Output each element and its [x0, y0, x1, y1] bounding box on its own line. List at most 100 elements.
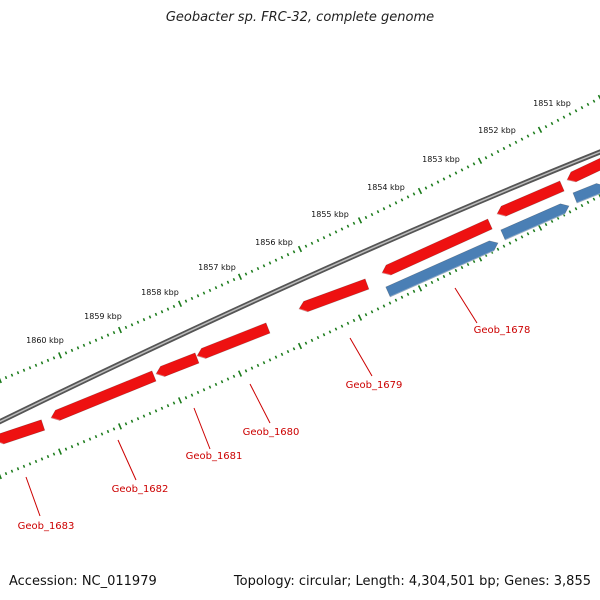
scale-label-2: 1852 kbp — [478, 126, 516, 135]
outer-ring-minor-tick — [496, 149, 500, 154]
outer-ring-major-tick — [58, 352, 62, 359]
outer-ring-minor-tick — [268, 261, 272, 265]
scale-label-4: 1854 kbp — [367, 183, 405, 192]
inner-ring-minor-tick — [172, 401, 176, 405]
gene-arrow-geob-1683[interactable] — [0, 419, 46, 445]
inner-ring-minor-tick — [208, 385, 212, 389]
outer-ring-minor-tick — [466, 165, 470, 169]
gene-arrow-segment-c[interactable] — [566, 157, 600, 183]
inner-ring-minor-tick — [76, 442, 80, 446]
outer-ring-minor-tick — [28, 366, 32, 370]
gene-arrow-segment-b[interactable] — [496, 180, 565, 218]
inner-ring-minor-tick — [346, 321, 350, 325]
outer-ring-minor-tick — [202, 291, 206, 295]
leader-line — [349, 337, 373, 377]
outer-ring-minor-tick — [148, 315, 152, 319]
inner-ring-major-tick — [357, 314, 363, 321]
gene-arrow-reverse-c[interactable] — [572, 183, 600, 204]
gene-arrow-geob-1682[interactable] — [50, 370, 157, 422]
inner-ring-minor-tick — [154, 409, 158, 413]
outer-ring-minor-tick — [340, 227, 344, 231]
outer-ring-minor-tick — [208, 288, 212, 292]
gene-arrow-segment-a[interactable] — [381, 218, 493, 276]
inner-ring-minor-tick — [16, 467, 20, 471]
scale-label-10: 1860 kbp — [26, 336, 64, 345]
inner-ring-minor-tick — [454, 268, 458, 273]
gene-arrow-geob-1680[interactable] — [196, 322, 271, 360]
gene-arrows[interactable] — [0, 157, 600, 445]
outer-ring-minor-tick — [556, 118, 560, 122]
inner-ring-minor-tick — [28, 462, 32, 466]
outer-ring-major-tick — [417, 187, 423, 195]
outer-ring-minor-tick — [394, 201, 398, 205]
leader-line — [454, 287, 478, 324]
inner-ring-minor-tick — [430, 280, 434, 285]
inner-ring-minor-tick — [526, 232, 530, 236]
outer-ring-minor-tick — [514, 140, 518, 144]
inner-ring-minor-tick — [232, 374, 236, 378]
inner-ring-minor-tick — [376, 307, 380, 311]
inner-ring-minor-tick — [370, 310, 374, 314]
scale-labels: 1851 kbp 1852 kbp 1853 kbp 1854 kbp 1855 kbp… — [26, 99, 571, 345]
inner-ring-minor-tick — [52, 452, 56, 456]
gene-arrow-geob-1679[interactable] — [298, 278, 370, 313]
gene-label: Geob_1678 — [474, 325, 531, 336]
inner-ring-minor-tick — [382, 304, 386, 308]
outer-ring-major-tick — [357, 217, 363, 224]
inner-ring-minor-tick — [64, 447, 68, 451]
inner-ring-minor-tick — [424, 283, 428, 288]
inner-ring-minor-tick — [124, 422, 128, 426]
gene-arrow-geob-1681[interactable] — [155, 352, 200, 378]
outer-ring-minor-tick — [172, 304, 176, 309]
gene-label: Geob_1683 — [18, 521, 75, 532]
inner-ring-minor-tick — [556, 216, 560, 220]
outer-ring-minor-tick — [550, 121, 554, 126]
outer-ring-minor-tick — [436, 180, 440, 184]
backbone-outer — [0, 149, 600, 425]
inner-ring-minor-tick — [70, 445, 74, 449]
inner-ring-minor-tick — [496, 247, 500, 251]
inner-ring-minor-tick — [244, 369, 248, 373]
label-leaders — [25, 287, 478, 517]
gene-label: Geob_1681 — [186, 451, 243, 462]
gene-label: Geob_1679 — [346, 380, 403, 391]
outer-ring-minor-tick — [352, 221, 356, 225]
outer-ring-major-tick — [297, 245, 303, 253]
inner-ring-minor-tick — [148, 411, 152, 416]
outer-ring-minor-tick — [400, 198, 404, 202]
inner-ring-minor-tick — [388, 301, 392, 305]
inner-ring-minor-tick — [580, 203, 584, 208]
gene-arrow-geob-1678[interactable] — [385, 240, 499, 298]
inner-ring-minor-tick — [340, 324, 344, 328]
outer-ring-minor-tick — [454, 171, 458, 175]
outer-ring-minor-tick — [40, 361, 44, 365]
gene-label: Geob_1682 — [112, 484, 169, 495]
gene-arrow-reverse-b[interactable] — [500, 203, 570, 241]
outer-ring-minor-tick — [382, 207, 386, 211]
gene-labels: Geob_1683 Geob_1682 Geob_1681 Geob_1680 Geob… — [18, 325, 531, 532]
outer-ring-minor-tick — [292, 250, 296, 254]
outer-ring-minor-tick — [76, 346, 80, 350]
outer-ring-minor-tick — [214, 286, 218, 290]
inner-ring-minor-tick — [568, 210, 572, 214]
outer-ring-minor-tick — [502, 146, 506, 151]
outer-ring-minor-tick — [412, 192, 416, 196]
outer-ring-minor-tick — [316, 238, 320, 243]
inner-ring-minor-tick — [190, 393, 194, 397]
outer-ring-minor-tick — [544, 125, 548, 129]
outer-ring-minor-tick — [562, 115, 566, 119]
outer-ring-minor-tick — [508, 143, 512, 147]
outer-ring-minor-tick — [304, 244, 308, 248]
inner-ring-minor-tick — [334, 327, 338, 331]
outer-ring-minor-tick — [184, 299, 188, 303]
inner-ring-minor-tick — [130, 419, 134, 423]
outer-ring-minor-tick — [442, 177, 446, 181]
inner-ring-minor-tick — [364, 313, 368, 317]
inner-ring-minor-tick — [82, 440, 86, 444]
outer-ring-minor-tick — [376, 210, 380, 214]
inner-ring-minor-tick — [394, 298, 398, 302]
scale-label-9: 1859 kbp — [84, 312, 122, 321]
leader-line — [193, 407, 211, 450]
inner-ring-minor-tick — [196, 390, 200, 395]
leader-line — [249, 383, 271, 424]
